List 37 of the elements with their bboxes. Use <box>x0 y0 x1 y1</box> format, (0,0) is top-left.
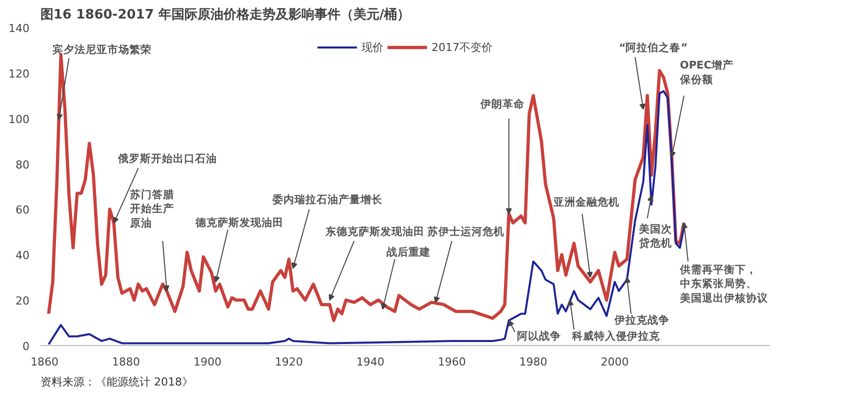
x-tick-label: 1960 <box>438 356 466 368</box>
annotation: 伊拉克战争 <box>614 314 670 327</box>
annotation: 战后重建 <box>386 245 431 258</box>
text: 资料来源：《能源统计 2018》 <box>40 376 193 388</box>
y-tick-label: 80 <box>16 158 30 172</box>
y-tick-label: 120 <box>8 67 30 80</box>
x-tick-label: 1980 <box>519 356 548 368</box>
x-tick-label: 2000 <box>600 356 629 368</box>
legend-label: 现价 <box>362 40 384 54</box>
annotation: 东德克萨斯发现油田 <box>324 224 425 238</box>
x-tick-label: 1860 <box>30 356 59 368</box>
annotation: 美国次贷危机 <box>638 222 674 250</box>
annotation: 供需再平衡下，中东紧张局势、美国退出伊核协议 <box>678 262 769 305</box>
annotation: 阿以战争 <box>516 329 561 342</box>
annotation: 德克萨斯发现油田 <box>194 216 284 229</box>
annotation: OPEC增产保份额 <box>678 58 734 86</box>
annotation: 科威特入侵伊拉克 <box>570 329 661 342</box>
y-tick-label: 140 <box>8 22 30 35</box>
y-tick-label: 0 <box>22 340 30 353</box>
y-tick-label: 20 <box>16 294 30 308</box>
annotation: 亚洲金融危机 <box>552 195 620 208</box>
annotation: “阿拉伯之春” <box>618 40 688 54</box>
annotation: 俄罗斯开始出口石油 <box>116 152 217 166</box>
y-tick-label: 100 <box>8 112 30 126</box>
y-tick-label: 60 <box>16 204 30 217</box>
annotation: 委内瑞拉石油产量增长 <box>272 193 384 206</box>
legend-label: 2017不变价 <box>432 40 492 54</box>
y-tick-label: 40 <box>16 249 30 262</box>
chart-title: 图16 1860-2017 年国际原油价格走势及影响事件（美元/桶） <box>40 6 410 22</box>
annotation: 伊朗革命 <box>479 98 524 111</box>
x-tick-label: 1880 <box>112 356 140 368</box>
x-tick-label: 1940 <box>356 356 384 368</box>
x-tick-label: 1920 <box>274 356 303 368</box>
annotation: 苏门答腊开始生产原油 <box>129 188 174 230</box>
x-tick-label: 1900 <box>193 356 222 368</box>
annotation: 苏伊士运河危机 <box>426 224 504 238</box>
annotation: 宾夕法尼亚市场繁荣 <box>52 43 152 56</box>
